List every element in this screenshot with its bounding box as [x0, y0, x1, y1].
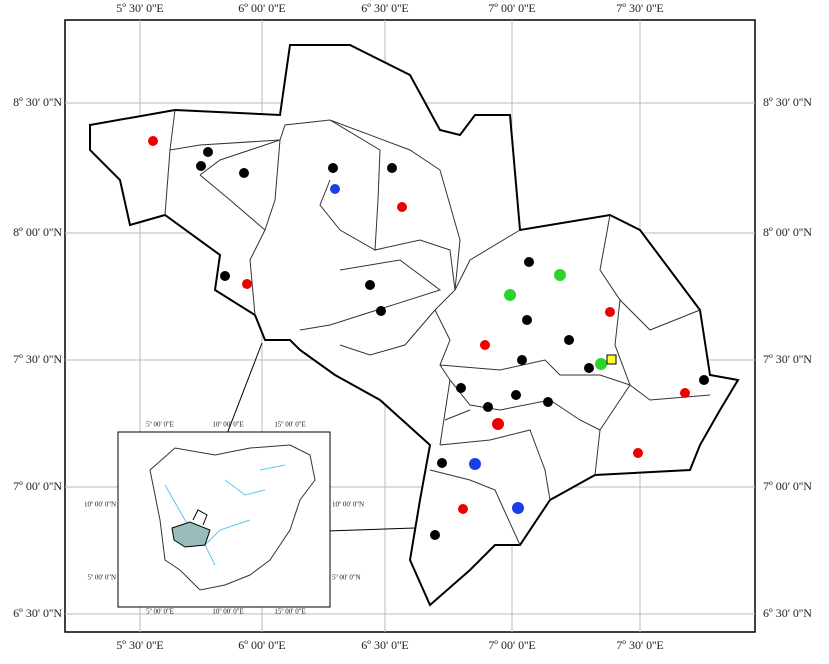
lat-label: 6º 30' 0''N [763, 606, 812, 620]
inset-lat-label: 10º 00' 0''N [84, 501, 116, 509]
lat-label: 8º 30' 0''N [13, 95, 62, 109]
inset-lon-label: 10º 00' 0''E [212, 421, 243, 429]
inset-lon-label: 15º 00' 0''E [274, 421, 305, 429]
lon-label: 6º 00' 0''E [238, 638, 286, 652]
inset-lon-label: 5º 00' 0''E [146, 421, 174, 429]
lon-label: 7º 00' 0''E [488, 638, 536, 652]
lon-label: 6º 30' 0''E [361, 1, 409, 15]
inset-lat-label: 5º 00' 0''N [87, 574, 116, 582]
lat-label: 7º 30' 0''N [763, 352, 812, 366]
inset-lon-label: 15º 00' 0''E [274, 608, 305, 616]
lon-label: 7º 30' 0''E [616, 1, 664, 15]
lat-label: 7º 30' 0''N [13, 352, 62, 366]
lon-label: 5º 30' 0''E [116, 1, 164, 15]
lat-label: 7º 00' 0''N [763, 479, 812, 493]
lon-label: 7º 30' 0''E [616, 638, 664, 652]
inset-lat-label: 10º 00' 0''N [332, 501, 364, 509]
lon-label: 6º 00' 0''E [238, 1, 286, 15]
lon-label: 6º 30' 0''E [361, 638, 409, 652]
lat-label: 6º 30' 0''N [13, 606, 62, 620]
inset-lon-label: 10º 00' 0''E [212, 608, 243, 616]
lat-label: 8º 00' 0''N [13, 225, 62, 239]
lat-label: 8º 30' 0''N [763, 95, 812, 109]
inset [117, 342, 416, 608]
lat-label: 7º 00' 0''N [13, 479, 62, 493]
inset-lat-label: 5º 00' 0''N [332, 574, 361, 582]
lon-label: 7º 00' 0''E [488, 1, 536, 15]
inset-lon-label: 5º 00' 0''E [146, 608, 174, 616]
sample-points [148, 136, 709, 540]
lon-label: 5º 30' 0''E [116, 638, 164, 652]
lat-label: 8º 00' 0''N [763, 225, 812, 239]
lga-boundaries [164, 109, 711, 546]
